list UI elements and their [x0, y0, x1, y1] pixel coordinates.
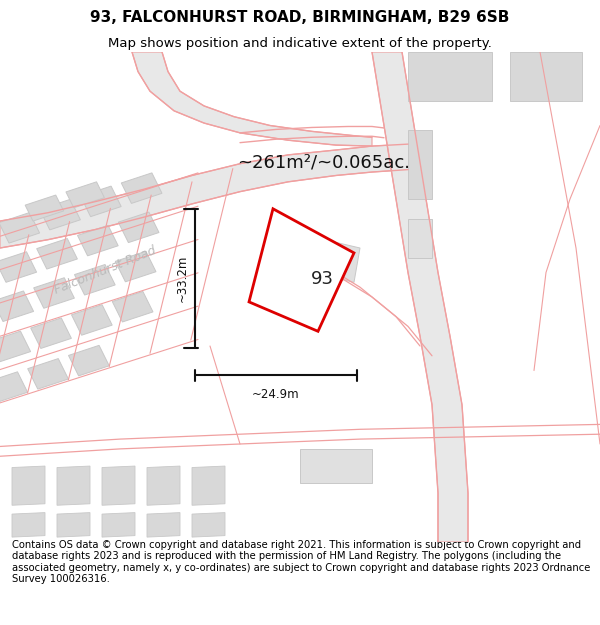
- Polygon shape: [312, 238, 360, 282]
- Polygon shape: [249, 209, 354, 331]
- Polygon shape: [0, 144, 408, 248]
- Polygon shape: [118, 212, 159, 243]
- Polygon shape: [0, 291, 34, 321]
- Polygon shape: [510, 52, 582, 101]
- Polygon shape: [0, 372, 28, 402]
- Polygon shape: [12, 512, 45, 537]
- Polygon shape: [40, 199, 80, 230]
- Polygon shape: [34, 278, 74, 308]
- Polygon shape: [300, 449, 372, 483]
- Polygon shape: [102, 466, 135, 505]
- Polygon shape: [66, 182, 104, 208]
- Polygon shape: [0, 331, 31, 362]
- Text: 93, FALCONHURST ROAD, BIRMINGHAM, B29 6SB: 93, FALCONHURST ROAD, BIRMINGHAM, B29 6S…: [91, 11, 509, 26]
- Polygon shape: [28, 359, 68, 389]
- Polygon shape: [132, 52, 372, 146]
- Polygon shape: [80, 186, 121, 217]
- Text: ~33.2m: ~33.2m: [175, 255, 188, 302]
- Polygon shape: [408, 219, 432, 258]
- Polygon shape: [408, 52, 492, 101]
- Polygon shape: [71, 304, 112, 335]
- Polygon shape: [408, 131, 432, 199]
- Text: ~261m²/~0.065ac.: ~261m²/~0.065ac.: [238, 153, 410, 171]
- Polygon shape: [192, 512, 225, 537]
- Polygon shape: [121, 173, 162, 203]
- Polygon shape: [102, 512, 135, 537]
- Polygon shape: [147, 512, 180, 537]
- Polygon shape: [57, 466, 90, 505]
- Polygon shape: [112, 291, 153, 322]
- Polygon shape: [25, 195, 64, 221]
- Polygon shape: [0, 213, 40, 243]
- Polygon shape: [31, 318, 71, 349]
- Text: Map shows position and indicative extent of the property.: Map shows position and indicative extent…: [108, 38, 492, 51]
- Polygon shape: [192, 466, 225, 505]
- Polygon shape: [57, 512, 90, 537]
- Text: ~24.9m: ~24.9m: [252, 388, 300, 401]
- Polygon shape: [77, 225, 118, 256]
- Polygon shape: [372, 52, 468, 542]
- Polygon shape: [37, 239, 77, 269]
- Polygon shape: [115, 251, 156, 282]
- Text: 93: 93: [311, 269, 334, 288]
- Text: Contains OS data © Crown copyright and database right 2021. This information is : Contains OS data © Crown copyright and d…: [12, 539, 590, 584]
- Polygon shape: [12, 466, 45, 505]
- Polygon shape: [74, 264, 115, 295]
- Polygon shape: [147, 466, 180, 505]
- Polygon shape: [0, 252, 37, 282]
- Polygon shape: [68, 346, 109, 376]
- Text: Falconhurst Road: Falconhurst Road: [52, 244, 158, 296]
